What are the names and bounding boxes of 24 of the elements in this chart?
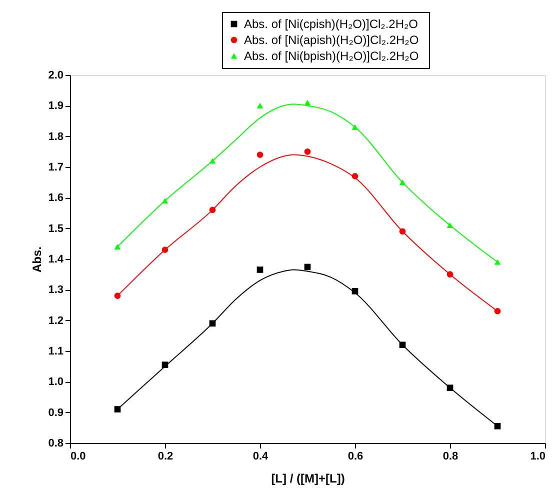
y-tick-label: 1.4 [48,254,64,266]
legend-label: Abs. of [Ni(cpish)(H₂O)]Cl₂.2H₂O [244,17,418,31]
x-tick-label: 0.4 [252,450,270,462]
x-tick-label: 1.0 [530,450,546,462]
y-tick-label: 1.6 [48,192,64,204]
legend-label: Abs. of [Ni(apish)(H₂O)]Cl₂.2H₂O [244,33,419,47]
y-tick-label: 2.0 [48,70,64,82]
legend-label: Abs. of [Ni(bpish)(H₂O)]Cl₂.2H₂O [244,49,419,63]
x-tick-label: 0.2 [158,450,174,462]
y-tick-label: 1.5 [48,222,64,235]
x-axis-title: [L] / ([M]+[L]) [271,472,345,486]
y-tick-label: 0.9 [48,406,64,419]
y-axis-title: Abs. [30,246,44,273]
y-tick-label: 0.8 [48,438,64,450]
y-tick-label: 1.3 [48,284,64,296]
y-tick-label: 1.2 [48,314,64,327]
y-tick-label: 1.7 [48,162,64,174]
y-tick-label: 1.8 [48,130,64,143]
y-tick-label: 1.9 [48,100,64,112]
x-tick-label: 0.0 [70,450,86,462]
x-tick-label: 0.6 [348,450,364,462]
y-tick-label: 1.1 [48,346,64,358]
x-tick-label: 0.8 [442,450,458,462]
y-tick-label: 1.0 [48,376,64,388]
